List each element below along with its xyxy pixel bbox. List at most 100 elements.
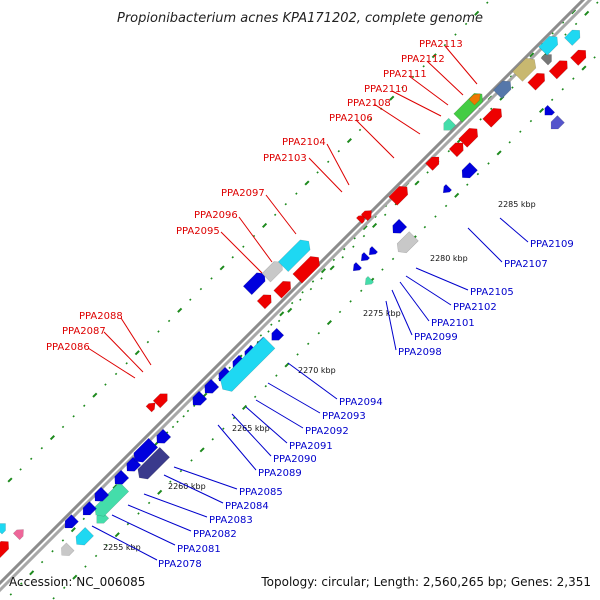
gene-label[interactable]: PPA2093 <box>322 411 366 422</box>
gene-feature[interactable] <box>540 51 555 66</box>
gene-label[interactable]: PPA2101 <box>431 318 475 329</box>
gene-label[interactable]: PPA2099 <box>414 332 458 343</box>
gene-feature[interactable] <box>388 183 412 206</box>
track-dot <box>253 395 257 399</box>
gene-label[interactable]: PPA2104 <box>282 137 326 148</box>
gene-feature[interactable] <box>458 125 482 148</box>
gene-feature[interactable] <box>548 115 565 133</box>
gene-label[interactable]: PPA2111 <box>383 69 427 80</box>
gene-label[interactable]: PPA2081 <box>177 544 221 555</box>
gene-label[interactable]: PPA2098 <box>398 347 442 358</box>
gene-label[interactable]: PPA2106 <box>329 113 373 124</box>
gene-feature[interactable] <box>277 236 313 273</box>
gene-feature[interactable] <box>394 231 419 257</box>
gene-feature[interactable] <box>201 378 220 397</box>
gene-feature[interactable] <box>468 91 483 106</box>
gene-feature[interactable] <box>12 526 26 541</box>
gene-label[interactable]: PPA2108 <box>347 98 391 109</box>
gene-feature[interactable] <box>389 218 408 237</box>
gene-feature[interactable] <box>493 77 514 99</box>
gene-feature[interactable] <box>453 90 487 123</box>
gene-feature[interactable] <box>261 258 286 283</box>
track-dot <box>362 234 366 238</box>
gene-feature[interactable] <box>242 269 268 296</box>
gene-feature[interactable] <box>273 278 295 299</box>
gene-feature[interactable] <box>512 55 540 82</box>
gene-label[interactable]: PPA2083 <box>209 515 253 526</box>
gene-feature[interactable] <box>130 437 159 466</box>
gene-label[interactable]: PPA2087 <box>62 326 106 337</box>
gene-feature[interactable] <box>541 104 556 118</box>
gene-feature[interactable] <box>527 70 549 91</box>
gene-feature[interactable] <box>62 514 79 532</box>
track-dot <box>61 425 65 429</box>
gene-feature[interactable] <box>564 26 583 46</box>
gene-feature[interactable] <box>292 253 323 284</box>
gene-label[interactable]: PPA2097 <box>221 188 265 199</box>
gene-label[interactable]: PPA2086 <box>46 342 90 353</box>
gene-feature[interactable] <box>440 117 457 134</box>
gene-label[interactable]: PPA2090 <box>273 454 317 465</box>
gene-feature[interactable] <box>355 212 367 225</box>
track-dot <box>20 582 23 585</box>
gene-feature[interactable] <box>72 527 94 548</box>
gene-feature[interactable] <box>134 446 171 482</box>
gene-feature[interactable] <box>350 261 363 273</box>
gene-feature[interactable] <box>123 456 142 475</box>
gene-label[interactable]: PPA2102 <box>453 302 497 313</box>
gene-label[interactable]: PPA2082 <box>193 529 237 540</box>
gene-feature[interactable] <box>256 291 275 310</box>
gene-feature[interactable] <box>111 469 130 488</box>
gene-feature[interactable] <box>91 486 110 505</box>
gene-feature[interactable] <box>366 245 379 257</box>
gene-label[interactable]: PPA2084 <box>225 501 269 512</box>
gene-feature[interactable] <box>217 336 276 395</box>
gene-label[interactable]: PPA2095 <box>176 226 220 237</box>
leader-line <box>408 75 449 106</box>
leader-line <box>326 143 350 186</box>
gene-label[interactable]: PPA2110 <box>364 84 408 95</box>
gene-feature[interactable] <box>482 105 506 128</box>
gene-label[interactable]: PPA2088 <box>79 311 123 322</box>
gene-feature[interactable] <box>91 481 130 519</box>
gene-label[interactable]: PPA2096 <box>194 210 238 221</box>
gene-feature[interactable] <box>358 251 371 263</box>
gene-label[interactable]: PPA2109 <box>530 239 574 250</box>
track-dot <box>94 554 98 558</box>
track-dot <box>52 597 55 600</box>
gene-label[interactable]: PPA2107 <box>504 259 548 270</box>
gene-feature[interactable] <box>570 46 589 66</box>
gene-feature[interactable] <box>458 162 478 181</box>
gene-feature[interactable] <box>153 428 172 447</box>
gene-feature[interactable] <box>362 275 375 287</box>
track-dot <box>519 130 522 133</box>
gene-label[interactable]: PPA2092 <box>305 426 349 437</box>
gene-feature[interactable] <box>0 538 12 559</box>
gene-feature[interactable] <box>538 33 562 56</box>
gene-feature[interactable] <box>425 154 443 171</box>
track-dot <box>353 237 356 240</box>
gene-feature[interactable] <box>440 183 453 195</box>
gene-feature[interactable] <box>80 501 97 519</box>
gene-label[interactable]: PPA2094 <box>339 397 383 408</box>
gene-feature[interactable] <box>360 207 374 222</box>
gene-feature[interactable] <box>58 542 75 559</box>
gene-feature[interactable] <box>268 327 285 344</box>
leader-line <box>467 227 503 263</box>
gene-label[interactable]: PPA2112 <box>401 54 445 65</box>
gene-label[interactable]: PPA2113 <box>419 39 463 50</box>
gene-label[interactable]: PPA2089 <box>258 468 302 479</box>
gene-label[interactable]: PPA2103 <box>263 153 307 164</box>
gene-feature[interactable] <box>0 520 9 535</box>
gene-feature[interactable] <box>152 390 171 409</box>
gene-feature[interactable] <box>548 57 571 80</box>
gene-label[interactable]: PPA2078 <box>158 559 202 570</box>
gene-feature[interactable] <box>448 139 467 158</box>
gene-label[interactable]: PPA2105 <box>470 287 514 298</box>
gene-feature[interactable] <box>189 390 208 409</box>
gene-label[interactable]: PPA2091 <box>289 441 333 452</box>
track-dot <box>326 160 330 164</box>
gene-label[interactable]: PPA2085 <box>239 487 283 498</box>
gene-feature[interactable] <box>145 400 158 413</box>
